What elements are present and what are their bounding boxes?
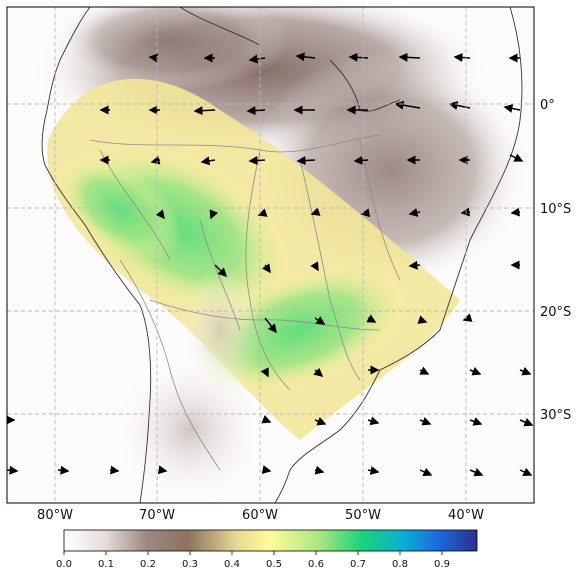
lon-label: 80°W — [37, 508, 73, 523]
colorbar-tick: 0.8 — [392, 559, 408, 570]
coastlines — [41, 7, 523, 503]
colorbar-tick: 0.5 — [266, 559, 282, 570]
colorbar-tick: 0.7 — [350, 559, 366, 570]
colorbar: 0.0 0.1 0.2 0.3 0.4 0.5 0.6 0.7 0.8 0.9 — [56, 529, 478, 570]
gridlines — [7, 7, 534, 503]
colorbar-tick: 0.2 — [140, 559, 156, 570]
colorbar-tick: 0.9 — [434, 559, 450, 570]
colorbar-tick: 0.4 — [224, 559, 240, 570]
colorbar-tick: 0.6 — [308, 559, 324, 570]
map-frame — [6, 6, 535, 504]
colorbar-tick: 0.3 — [182, 559, 198, 570]
lat-label: 0° — [540, 98, 555, 113]
colorbar-tick: 0.1 — [98, 559, 114, 570]
lon-label: 60°W — [242, 508, 278, 523]
lat-label: 30°S — [540, 408, 571, 423]
colorbar-tick: 0.0 — [56, 559, 72, 570]
colorbar-gradient — [63, 529, 478, 552]
lat-label: 10°S — [540, 202, 571, 217]
field-shading — [30, 7, 530, 503]
longitude-labels: 80°W 70°W 60°W 50°W 40°W — [37, 508, 484, 523]
lon-label: 50°W — [345, 508, 381, 523]
lat-label: 20°S — [540, 305, 571, 320]
lon-label: 70°W — [139, 508, 175, 523]
latitude-labels: 0° 10°S 20°S 30°S — [540, 98, 571, 423]
lon-label: 40°W — [448, 508, 484, 523]
